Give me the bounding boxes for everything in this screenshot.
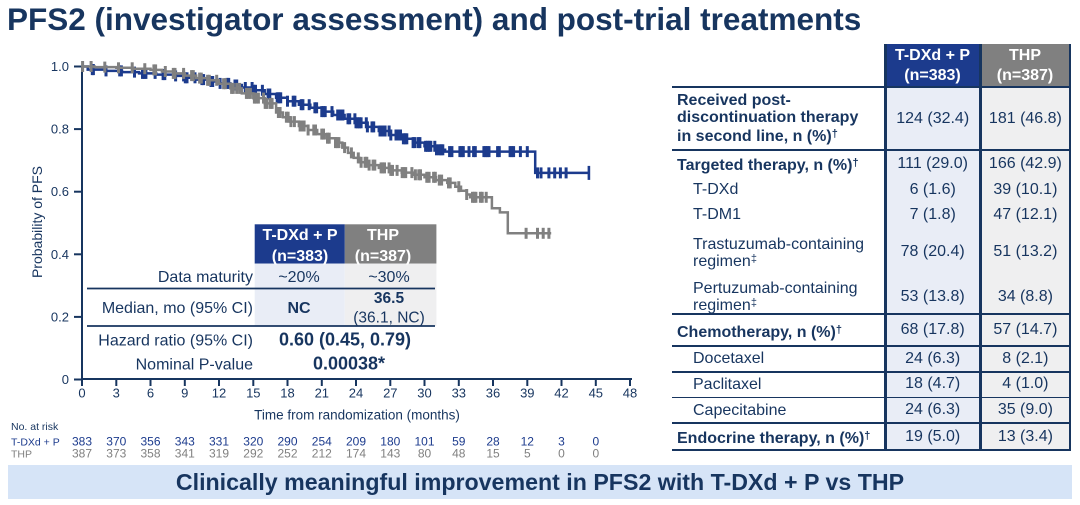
svg-text:383: 383 <box>72 435 92 449</box>
svg-text:212: 212 <box>312 447 332 461</box>
svg-text:THP: THP <box>11 449 32 461</box>
svg-text:0: 0 <box>78 386 85 401</box>
svg-text:24: 24 <box>349 386 363 401</box>
svg-text:28: 28 <box>486 435 500 449</box>
svg-text:12: 12 <box>212 386 226 401</box>
svg-text:5: 5 <box>524 447 531 461</box>
svg-text:356: 356 <box>140 435 160 449</box>
svg-text:Hazard ratio (95% CI): Hazard ratio (95% CI) <box>98 333 253 350</box>
svg-text:21: 21 <box>315 386 329 401</box>
svg-text:0.60 (0.45, 0.79): 0.60 (0.45, 0.79) <box>279 330 411 350</box>
svg-text:42: 42 <box>554 386 568 401</box>
svg-text:~30%: ~30% <box>368 269 409 286</box>
svg-text:0.6: 0.6 <box>51 184 69 199</box>
svg-text:33: 33 <box>452 386 466 401</box>
svg-text:Data maturity: Data maturity <box>158 269 253 286</box>
svg-text:15: 15 <box>486 447 500 461</box>
svg-text:180: 180 <box>380 435 400 449</box>
svg-text:48: 48 <box>452 447 466 461</box>
svg-text:Median, mo (95% CI): Median, mo (95% CI) <box>102 300 253 317</box>
svg-text:290: 290 <box>277 435 297 449</box>
svg-text:0.00038*: 0.00038* <box>313 354 385 374</box>
svg-text:331: 331 <box>209 435 229 449</box>
svg-text:319: 319 <box>209 447 229 461</box>
svg-text:0.2: 0.2 <box>51 309 69 324</box>
svg-text:NC: NC <box>287 300 311 317</box>
svg-text:36.5: 36.5 <box>374 290 405 307</box>
svg-text:387: 387 <box>72 447 92 461</box>
svg-text:209: 209 <box>346 435 366 449</box>
svg-text:143: 143 <box>380 447 400 461</box>
svg-text:174: 174 <box>346 447 366 461</box>
svg-text:341: 341 <box>175 447 195 461</box>
svg-text:No. at risk: No. at risk <box>11 421 59 433</box>
svg-text:0.8: 0.8 <box>51 122 69 137</box>
svg-text:0: 0 <box>592 435 599 449</box>
svg-text:0: 0 <box>558 447 565 461</box>
svg-text:254: 254 <box>312 435 332 449</box>
svg-text:12: 12 <box>521 435 535 449</box>
svg-text:358: 358 <box>140 447 160 461</box>
svg-text:370: 370 <box>106 435 126 449</box>
svg-text:15: 15 <box>246 386 260 401</box>
svg-text:T-DXd + P: T-DXd + P <box>262 227 337 244</box>
svg-text:Time from randomization (month: Time from randomization (months) <box>254 408 460 423</box>
svg-text:(n=387): (n=387) <box>355 248 411 265</box>
svg-text:0: 0 <box>62 372 69 387</box>
svg-text:9: 9 <box>181 386 188 401</box>
svg-text:36: 36 <box>486 386 500 401</box>
svg-text:6: 6 <box>147 386 154 401</box>
svg-text:THP: THP <box>367 227 399 244</box>
svg-text:320: 320 <box>243 435 263 449</box>
svg-text:101: 101 <box>414 435 434 449</box>
svg-text:80: 80 <box>418 447 432 461</box>
svg-text:(n=383): (n=383) <box>272 248 328 265</box>
svg-text:18: 18 <box>280 386 294 401</box>
svg-text:39: 39 <box>520 386 534 401</box>
svg-text:T-DXd + P: T-DXd + P <box>11 437 60 449</box>
svg-text:45: 45 <box>589 386 603 401</box>
svg-text:Probability of PFS: Probability of PFS <box>29 166 45 278</box>
svg-text:27: 27 <box>383 386 397 401</box>
svg-text:30: 30 <box>417 386 431 401</box>
svg-text:3: 3 <box>558 435 565 449</box>
svg-text:373: 373 <box>106 447 126 461</box>
svg-text:(36.1, NC): (36.1, NC) <box>353 310 425 327</box>
svg-text:252: 252 <box>277 447 297 461</box>
svg-text:59: 59 <box>452 435 466 449</box>
svg-text:1.0: 1.0 <box>51 59 69 74</box>
svg-text:0.4: 0.4 <box>51 247 69 262</box>
svg-text:3: 3 <box>113 386 120 401</box>
svg-text:292: 292 <box>243 447 263 461</box>
svg-text:343: 343 <box>175 435 195 449</box>
svg-text:~20%: ~20% <box>278 269 319 286</box>
svg-text:48: 48 <box>623 386 637 401</box>
svg-text:Nominal P-value: Nominal P-value <box>136 357 253 374</box>
svg-text:0: 0 <box>592 447 599 461</box>
